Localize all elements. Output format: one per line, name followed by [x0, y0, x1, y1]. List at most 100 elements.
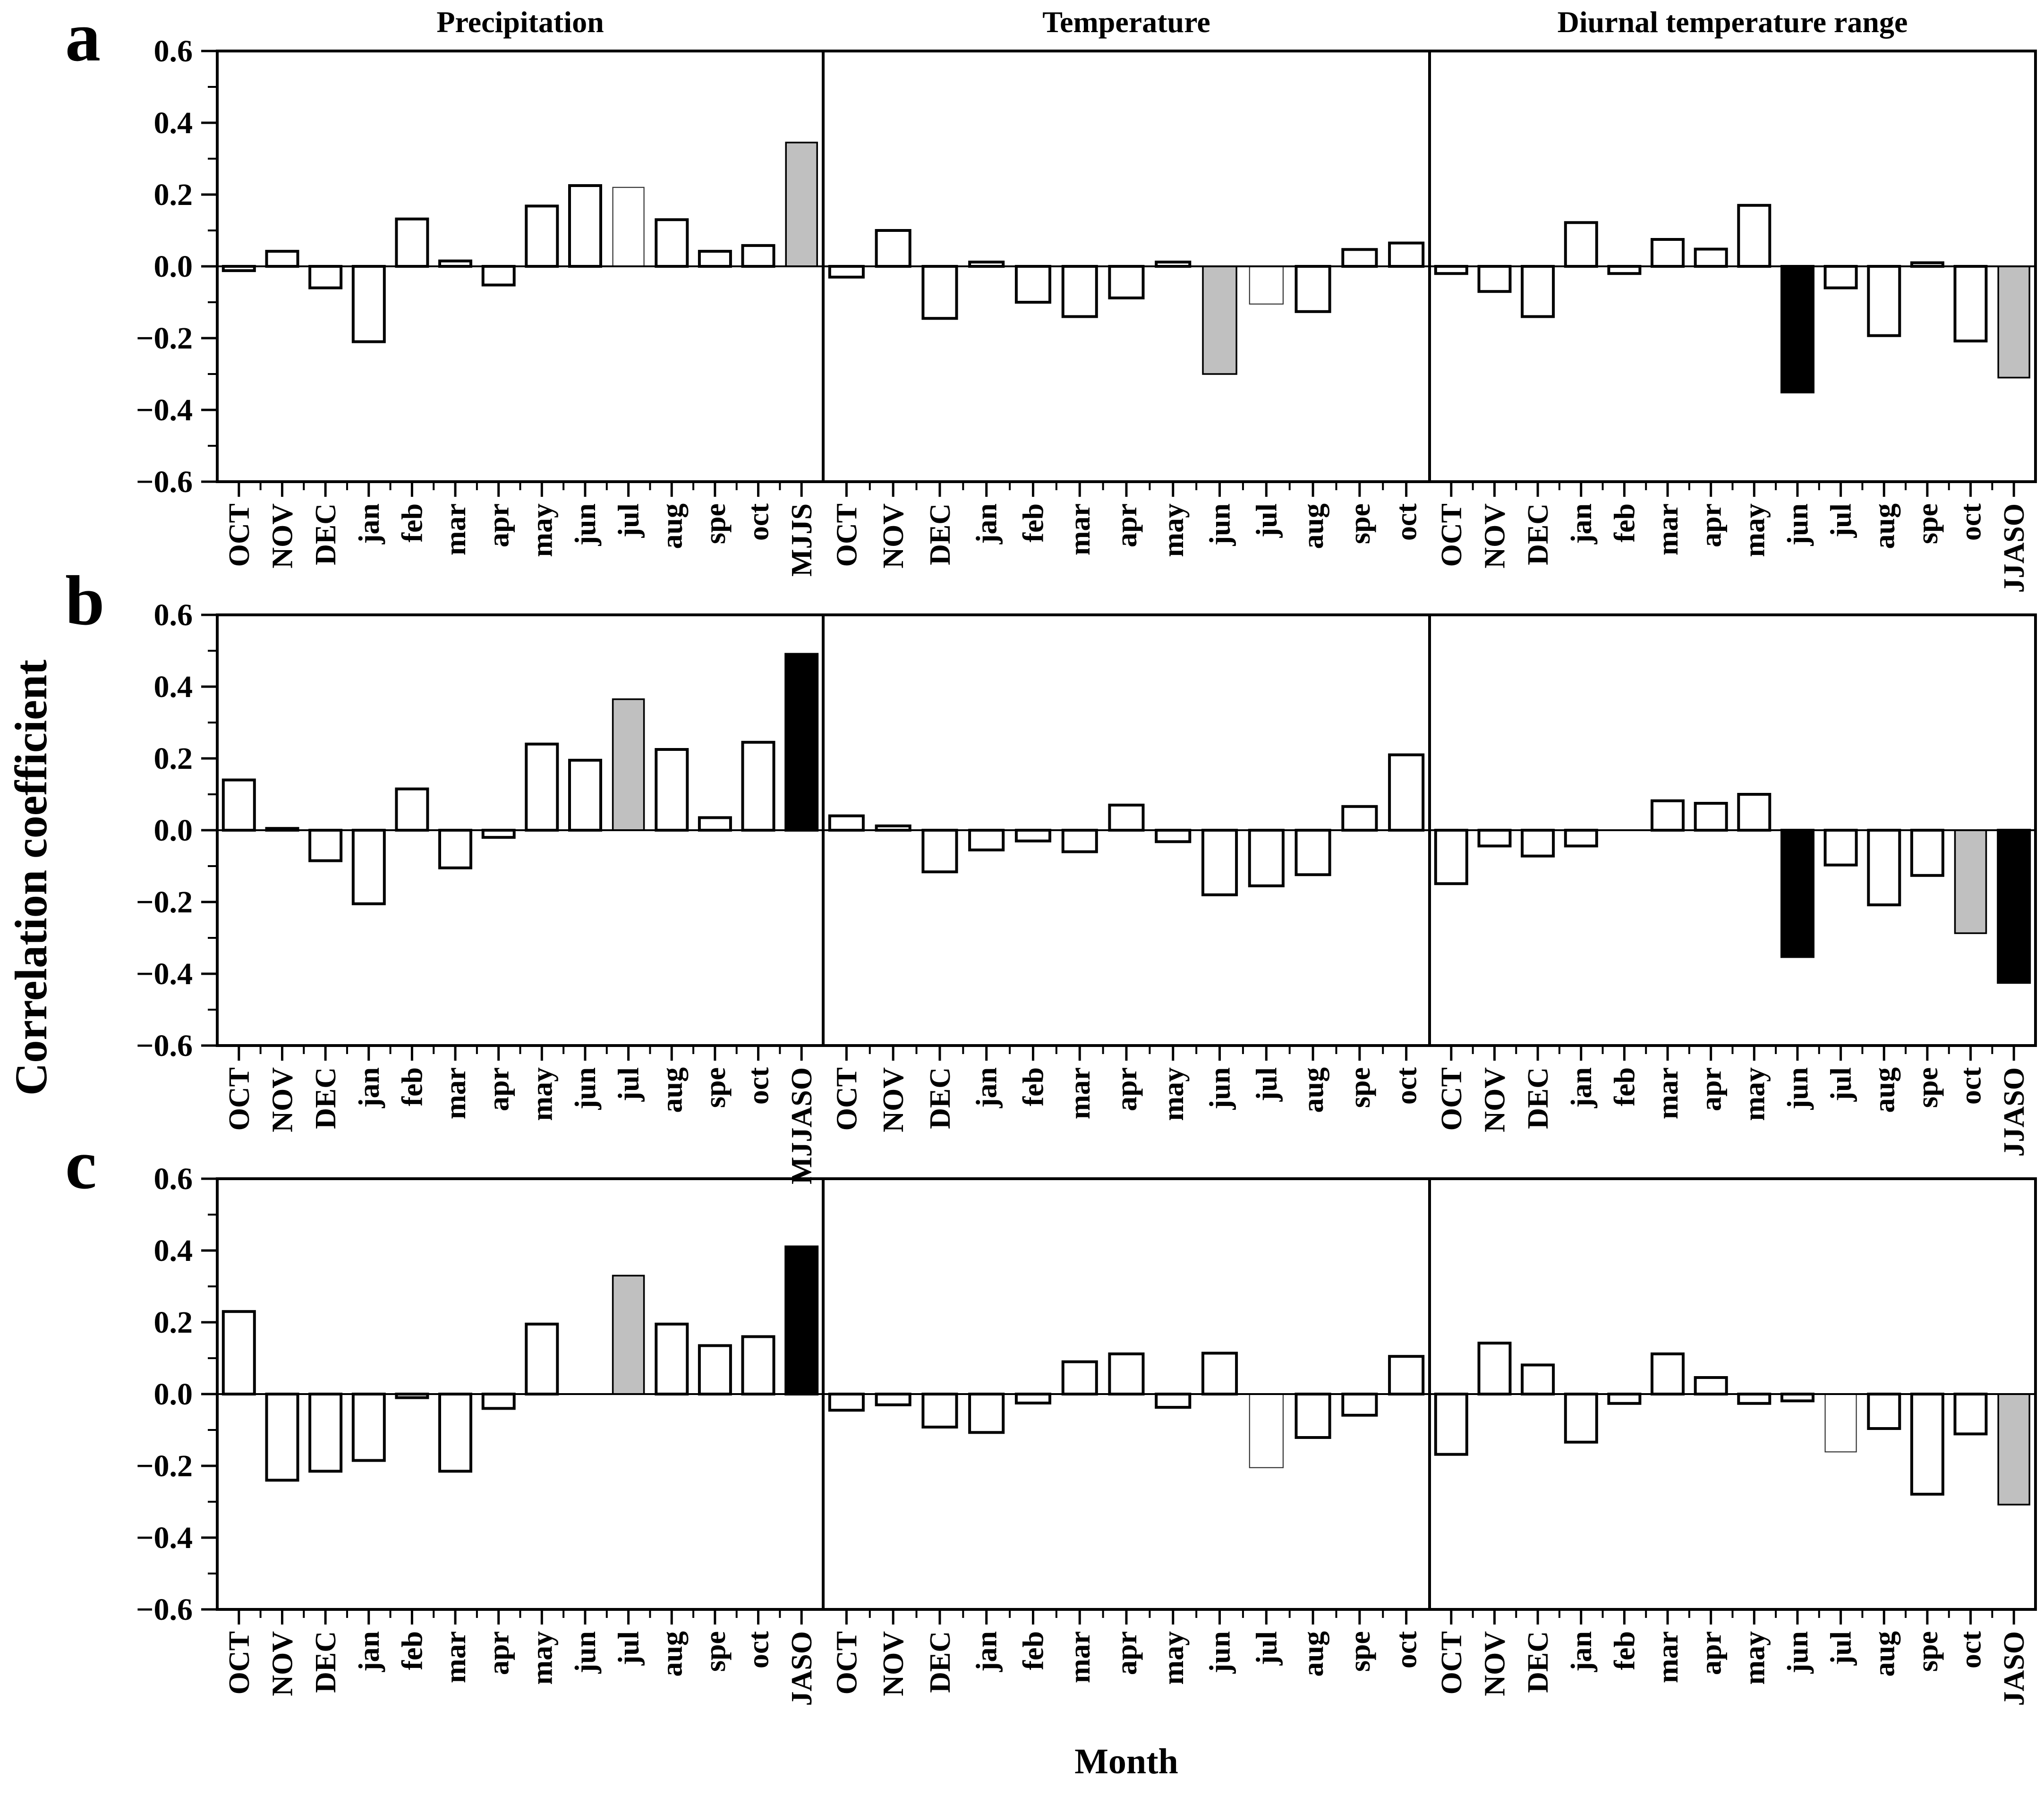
x-tick-label: DEC [310, 1067, 342, 1129]
bar-a-diurnal-temperature-range-jun [1780, 265, 1814, 393]
x-tick-label: jan [971, 1067, 1003, 1108]
x-tick-label: aug [1868, 503, 1900, 549]
y-tick-label: −0.2 [136, 1449, 193, 1483]
bar-a-temperature-jul [1249, 265, 1284, 305]
bar-c-diurnal-temperature-range-jun [1780, 1393, 1814, 1403]
bar-b-diurnal-temperature-range-aug [1867, 829, 1901, 907]
x-tick-label: spe [1344, 1067, 1376, 1108]
column-title-diurnal-temperature-range: Diurnal temperature range [1557, 5, 1908, 39]
bar-c-diurnal-temperature-range-NOV [1477, 1342, 1512, 1396]
x-tick-label: apr [1695, 503, 1728, 547]
bar-b-diurnal-temperature-range-apr [1694, 802, 1728, 832]
x-tick-label: may [526, 1067, 558, 1121]
x-tick-label: DEC [1522, 503, 1554, 565]
x-tick-label: MJJS [786, 503, 818, 577]
bar-b-temperature-aug [1295, 829, 1331, 876]
bar-a-diurnal-temperature-range-oct [1953, 265, 1988, 343]
x-tick-label: DEC [924, 1631, 956, 1693]
y-tick-label: 0.2 [154, 1305, 193, 1340]
bar-a-diurnal-temperature-range-feb [1607, 265, 1642, 275]
x-tick-label: jun [570, 1067, 602, 1110]
x-tick-label: jul [1825, 503, 1857, 538]
bar-c-diurnal-temperature-range-oct [1953, 1393, 1988, 1436]
x-tick-label: apr [483, 1631, 515, 1675]
x-tick-label: feb [1609, 503, 1641, 543]
bar-a-diurnal-temperature-range-aug [1867, 265, 1901, 337]
x-tick-label: jan [353, 1631, 385, 1672]
y-tick-label: 0.4 [154, 1234, 193, 1268]
x-tick-label: NOV [267, 1631, 299, 1696]
x-tick-label: feb [1609, 1631, 1641, 1670]
bar-c-temperature-jul [1249, 1393, 1284, 1468]
bar-c-diurnal-temperature-range-aug [1867, 1393, 1901, 1430]
x-tick-label: aug [1868, 1067, 1900, 1113]
bar-a-precipitation-spe [698, 250, 732, 268]
bar-c-precipitation-jul [612, 1275, 645, 1395]
y-tick-label: −0.4 [136, 1521, 193, 1555]
bar-b-precipitation-jul [612, 698, 645, 831]
bar-a-diurnal-temperature-range-NOV [1477, 265, 1512, 293]
bar-c-precipitation-jan [351, 1393, 386, 1462]
bar-c-precipitation-NOV [265, 1393, 299, 1482]
x-tick-label: mar [1652, 503, 1684, 555]
bar-a-precipitation-oct [741, 244, 775, 268]
x-axis-title: Month [1074, 1742, 1178, 1781]
x-tick-label: OCT [223, 1067, 256, 1131]
y-tick-label: 0.2 [154, 178, 193, 212]
x-tick-label: oct [743, 503, 775, 541]
x-tick-label: jun [1782, 1631, 1814, 1674]
row-letter-c: c [65, 1125, 97, 1204]
x-tick-label: OCT [1436, 1631, 1468, 1694]
x-tick-label: jul [613, 1067, 645, 1102]
bar-a-diurnal-temperature-range-apr [1694, 247, 1728, 268]
y-tick-label: 0.6 [154, 34, 193, 68]
bar-c-temperature-apr [1108, 1352, 1145, 1395]
bar-b-temperature-apr [1108, 803, 1145, 832]
bar-a-precipitation-aug [655, 218, 689, 268]
bar-a-precipitation-NOV [265, 250, 299, 268]
x-tick-label: jul [1251, 503, 1283, 538]
x-tick-label: spe [1912, 503, 1944, 544]
bar-b-diurnal-temperature-range-JJASO [1997, 829, 2031, 984]
x-tick-label: apr [483, 503, 515, 547]
column-title-precipitation: Precipitation [436, 5, 604, 39]
x-tick-label: OCT [1436, 1067, 1468, 1131]
bar-b-temperature-spe [1341, 805, 1378, 832]
panel-a-diurnal-temperature-range: OCT NOV DEC jan feb mar apr may jun jul aug spe oct J… [1428, 50, 2037, 593]
bar-b-temperature-jul [1248, 829, 1285, 887]
bar-a-diurnal-temperature-range-JJASO [1997, 265, 2030, 379]
bar-a-precipitation-MJJS [785, 142, 818, 267]
x-tick-label: OCT [831, 1067, 863, 1131]
x-tick-label: jan [353, 1067, 385, 1108]
bar-a-temperature-feb [1014, 265, 1051, 304]
bar-c-diurnal-temperature-range-mar [1651, 1352, 1685, 1395]
x-tick-label: may [1158, 1067, 1190, 1121]
bar-a-temperature-DEC [921, 265, 958, 320]
bar-a-precipitation-jul [612, 187, 645, 267]
x-tick-label: feb [1609, 1067, 1641, 1106]
x-tick-label: spe [1912, 1067, 1944, 1108]
x-tick-label: jan [971, 503, 1003, 544]
bar-c-diurnal-temperature-range-spe [1910, 1393, 1944, 1496]
x-tick-label: spe [699, 503, 732, 544]
x-tick-label: feb [396, 1631, 428, 1670]
bar-b-precipitation-jan [351, 829, 386, 905]
panel-c-temperature: OCT NOV DEC jan feb mar apr may jun jul aug spe oct [822, 1177, 1431, 1696]
bar-c-diurnal-temperature-range-may [1737, 1393, 1771, 1405]
bar-b-temperature-feb [1014, 829, 1051, 842]
x-tick-label: spe [1344, 1631, 1376, 1672]
bar-c-precipitation-apr [481, 1393, 516, 1410]
bar-b-diurnal-temperature-range-jan [1564, 829, 1598, 848]
x-tick-label: may [526, 1631, 558, 1685]
x-tick-label: jul [613, 1631, 645, 1666]
bar-c-diurnal-temperature-range-apr [1694, 1376, 1728, 1395]
x-tick-label: DEC [924, 503, 956, 565]
x-tick-label: oct [1391, 1067, 1423, 1105]
x-tick-label: jun [1782, 503, 1814, 546]
bar-a-diurnal-temperature-range-may [1737, 204, 1771, 268]
bar-c-diurnal-temperature-range-jan [1564, 1393, 1598, 1444]
x-tick-label: jun [570, 503, 602, 546]
bar-a-diurnal-temperature-range-OCT [1434, 265, 1468, 275]
bar-b-diurnal-temperature-range-oct [1954, 829, 1987, 934]
bar-b-diurnal-temperature-range-jul [1823, 829, 1858, 867]
